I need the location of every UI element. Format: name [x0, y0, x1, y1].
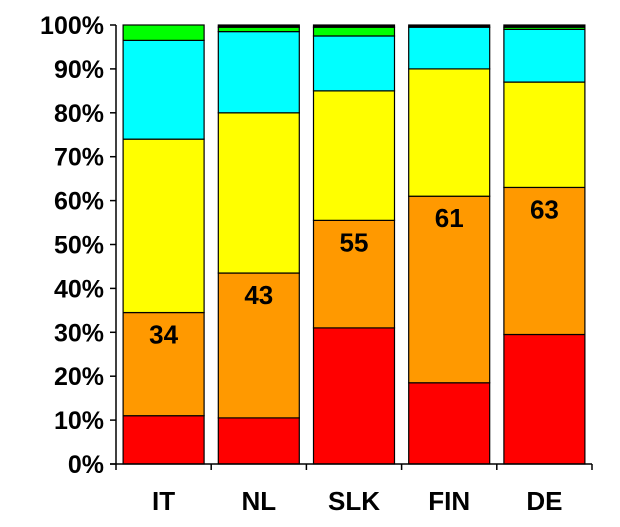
x-category-label: NL [241, 486, 276, 516]
y-tick-label: 100% [40, 12, 104, 40]
data-label-it: 34 [149, 320, 178, 350]
bar-segment-fin-1 [408, 195, 491, 384]
bar-segment-it-3 [122, 39, 205, 140]
y-tick-label: 10% [54, 407, 104, 435]
x-category-label: IT [152, 486, 175, 516]
y-tick-label: 70% [54, 144, 104, 172]
bar-segment-slk-4 [312, 26, 396, 37]
bar-segment-nl-0 [217, 417, 300, 465]
bar-segment-fin-5 [408, 24, 491, 28]
bar-segment-de-0 [503, 333, 586, 465]
data-label-de: 63 [530, 194, 559, 224]
x-category-label: DE [526, 486, 562, 516]
bar-segment-nl-3 [217, 30, 300, 114]
y-tick-label: 80% [54, 100, 104, 128]
bar-segment-de-3 [503, 28, 586, 83]
bar-segment-it-4 [122, 24, 205, 41]
y-tick-label: 90% [54, 56, 104, 84]
x-axis: IT NL SLK FIN DE [110, 463, 593, 516]
y-tick-label: 50% [54, 232, 104, 260]
y-tick-label: 60% [54, 188, 104, 216]
bars [122, 24, 586, 465]
bar-segment-fin-2 [408, 68, 491, 197]
data-label-slk: 55 [340, 227, 369, 257]
y-tick-label: 20% [54, 363, 104, 391]
y-tick-label: 30% [54, 319, 104, 347]
bar-segment-slk-3 [312, 35, 396, 92]
data-label-nl: 43 [244, 280, 273, 310]
bar-segment-slk-5 [312, 24, 396, 28]
y-tick-label: 40% [54, 275, 104, 303]
bar-segment-slk-1 [312, 219, 396, 329]
bar-segment-slk-0 [312, 327, 396, 465]
bar-segment-it-0 [122, 415, 205, 465]
bar-segment-fin-0 [408, 382, 491, 465]
data-label-fin: 61 [435, 203, 464, 233]
bar-segment-nl-5 [217, 24, 300, 28]
bar-segment-nl-2 [217, 112, 300, 274]
bar-segment-fin-3 [408, 26, 491, 70]
data-labels: 34 43 55 61 63 [149, 194, 559, 349]
bar-segment-nl-4 [217, 26, 300, 33]
x-category-label: FIN [428, 486, 470, 516]
bar-segment-de-1 [503, 186, 586, 336]
bar-segment-it-2 [122, 138, 205, 314]
bar-segment-de-5 [503, 24, 586, 28]
x-category-label: SLK [328, 486, 380, 516]
bar-segment-slk-2 [312, 90, 396, 221]
bar-segment-nl-1 [217, 272, 300, 419]
y-tick-label: 0% [68, 451, 104, 479]
y-axis: 0% 10% 20% 30% 40% 50% 60% 70% 80% 90% 100% [40, 12, 117, 479]
bar-segment-de-2 [503, 81, 586, 189]
